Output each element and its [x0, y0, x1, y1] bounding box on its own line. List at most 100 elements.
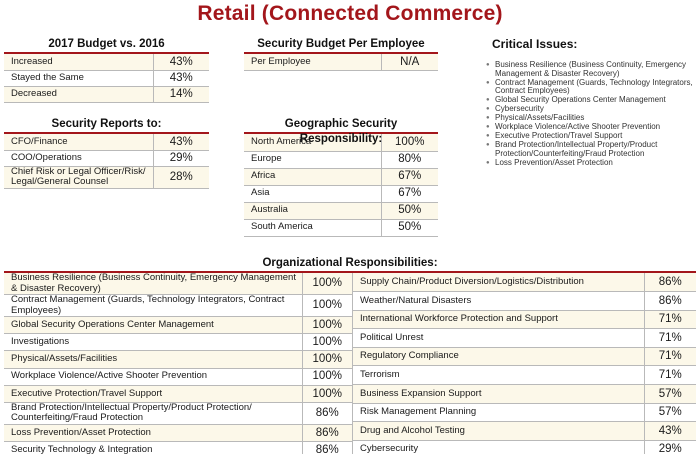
org-responsibilities-rule [4, 271, 696, 273]
row-label: Cybersecurity [352, 440, 644, 454]
row-label: Contract Management (Guards, Technology … [4, 294, 302, 317]
row-label: Australia [244, 202, 381, 220]
row-value: 100% [301, 350, 352, 369]
row-value: 43% [152, 70, 209, 87]
row-label: Africa [244, 168, 381, 186]
row-label: International Workforce Protection and S… [352, 310, 644, 330]
row-label: Regulatory Compliance [352, 347, 644, 367]
row-value: 29% [643, 440, 696, 454]
row-value: 86% [301, 424, 352, 443]
reports-to-panel: Security Reports to: CFO/Finance 43% COO/O… [4, 117, 209, 189]
table-row: Supply Chain/Product Diversion/Logistics… [352, 273, 696, 293]
org-right-table: Supply Chain/Product Diversion/Logistics… [352, 273, 696, 454]
table-row: Executive Protection/Travel Support 100% [4, 385, 352, 403]
row-label: Stayed the Same [4, 70, 153, 87]
row-value: 50% [380, 202, 438, 220]
row-value: 86% [301, 441, 352, 454]
table-row: International Workforce Protection and S… [352, 310, 696, 330]
critical-issues-list: Business Resilience (Business Continuity… [485, 60, 697, 168]
row-label: Increased [4, 54, 153, 71]
row-value: 86% [301, 402, 352, 425]
budget-table: Increased 43% Stayed the Same 43% Decreased 1… [4, 54, 209, 103]
table-row: Brand Protection/Intellectual Property/P… [4, 402, 352, 425]
list-item: Contract Management (Guards, Technology … [485, 78, 697, 96]
row-value: 71% [643, 310, 696, 330]
org-left-table: Business Resilience (Business Continuity… [4, 272, 352, 454]
org-responsibilities-panel: Organizational Responsibilities: Busines… [4, 256, 696, 454]
row-label: Executive Protection/Travel Support [4, 385, 302, 403]
table-row: Contract Management (Guards, Technology … [4, 294, 352, 317]
table-row: Risk Management Planning 57% [352, 403, 696, 423]
row-value: 67% [380, 168, 438, 186]
list-item: Workplace Violence/Active Shooter Preven… [485, 122, 697, 132]
table-row: Increased 43% [4, 54, 209, 71]
table-row: Per Employee N/A [244, 54, 438, 71]
row-label: Investigations [4, 333, 302, 352]
table-row: Decreased 14% [4, 86, 209, 103]
row-value: 50% [380, 219, 438, 237]
row-value: 57% [643, 403, 696, 423]
row-value: 43% [152, 134, 209, 151]
row-value: 57% [643, 384, 696, 404]
row-value: 71% [643, 328, 696, 348]
reports-to-table: CFO/Finance 43% COO/Operations 29% Chief Ris… [4, 134, 209, 189]
table-row: Africa 67% [244, 168, 438, 186]
table-row: Physical/Assets/Facilities 100% [4, 350, 352, 369]
table-row: Asia 67% [244, 185, 438, 203]
row-label: Supply Chain/Product Diversion/Logistics… [352, 273, 644, 293]
row-value: 100% [301, 273, 352, 295]
row-label: Per Employee [244, 54, 381, 71]
list-item: Executive Protection/Travel Support [485, 131, 697, 141]
page-title: Retail (Connected Commerce) [197, 2, 503, 25]
table-row: Business Resilience (Business Continuity… [4, 272, 352, 295]
table-row: Europe 80% [244, 151, 438, 169]
row-label: Drug and Alcohol Testing [352, 421, 644, 441]
table-row: Regulatory Compliance 71% [352, 347, 696, 367]
reports-to-rule [4, 132, 209, 134]
list-item: Cybersecurity [485, 104, 697, 114]
row-value: 43% [643, 421, 696, 441]
table-row: Cybersecurity 29% [352, 440, 696, 454]
list-item: Loss Prevention/Asset Protection [485, 158, 697, 168]
budget-title-rule [4, 52, 209, 54]
table-row: Terrorism 71% [352, 365, 696, 385]
table-row: Business Expansion Support 57% [352, 384, 696, 404]
table-row: Security Technology & Integration 86% [4, 441, 352, 454]
row-label: Physical/Assets/Facilities [4, 350, 302, 369]
list-item: Business Resilience (Business Continuity… [485, 60, 697, 78]
table-row: Global Security Operations Center Manage… [4, 316, 352, 335]
row-label: Decreased [4, 86, 153, 103]
row-label: Political Unrest [352, 328, 644, 348]
table-row: Weather/Natural Disasters 86% [352, 291, 696, 311]
geographic-panel: Geographic Security Responsibility: Nort… [244, 117, 438, 237]
row-label: Business Resilience (Business Continuity… [4, 272, 302, 295]
row-value: 86% [643, 273, 696, 293]
budget-title: 2017 Budget vs. 2016 [48, 38, 165, 50]
row-value: 71% [643, 365, 696, 385]
row-label: Weather/Natural Disasters [352, 291, 644, 311]
table-row: Loss Prevention/Asset Protection 86% [4, 424, 352, 443]
critical-issues-panel: Critical Issues: Business Resilience (Bu… [485, 37, 697, 168]
table-row: Chief Risk or Legal Officer/Risk/ Legal/… [4, 166, 209, 189]
row-value: 100% [301, 333, 352, 352]
table-row: Workplace Violence/Active Shooter Preven… [4, 368, 352, 386]
row-value: 29% [152, 150, 209, 167]
row-label: Security Technology & Integration [4, 441, 302, 454]
critical-issues-title: Critical Issues: [492, 37, 578, 51]
list-item: Brand Protection/Intellectual Property/P… [485, 140, 697, 158]
row-value: 100% [301, 368, 352, 386]
row-value: 100% [301, 316, 352, 335]
table-row: Stayed the Same 43% [4, 70, 209, 87]
table-row: South America 50% [244, 219, 438, 237]
row-value: 100% [301, 294, 352, 317]
row-label: North America [244, 134, 381, 152]
budget-per-employee-rule [244, 52, 438, 54]
row-label: COO/Operations [4, 150, 153, 167]
row-label: Asia [244, 185, 381, 203]
budget-per-employee-panel: Security Budget Per Employee Per Employe… [244, 37, 438, 71]
row-label: Workplace Violence/Active Shooter Preven… [4, 368, 302, 386]
row-label: Loss Prevention/Asset Protection [4, 424, 302, 443]
budget-per-employee-table: Per Employee N/A [244, 54, 438, 71]
row-label: Chief Risk or Legal Officer/Risk/ Legal/… [4, 166, 153, 189]
budget-panel: 2017 Budget vs. 2016 Increased 43% Stayed … [4, 37, 209, 103]
